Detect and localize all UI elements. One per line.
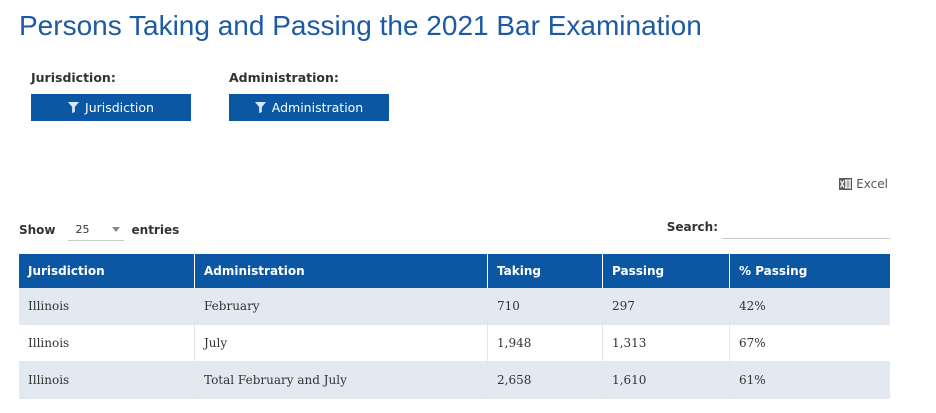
cell-jurisdiction: Illinois bbox=[19, 288, 195, 325]
cell-jurisdiction: Illinois bbox=[19, 324, 195, 362]
results-table: Jurisdiction Administration Taking Passi… bbox=[19, 254, 890, 399]
column-header-administration[interactable]: Administration bbox=[194, 254, 488, 288]
jurisdiction-filter-button[interactable]: Jurisdiction bbox=[31, 94, 191, 121]
cell-administration: July bbox=[194, 324, 488, 362]
search-label: Search: bbox=[666, 219, 718, 234]
column-header-taking[interactable]: Taking bbox=[487, 254, 603, 288]
entries-per-page-value: 25 bbox=[75, 222, 90, 236]
filter-icon bbox=[68, 102, 80, 113]
cell-percent-passing: 67% bbox=[729, 324, 890, 362]
administration-filter-label: Administration: bbox=[229, 70, 339, 85]
cell-percent-passing: 61% bbox=[729, 361, 890, 399]
table-row: Illinois Total February and July 2,658 1… bbox=[19, 361, 890, 399]
column-header-passing[interactable]: Passing bbox=[602, 254, 730, 288]
table-header-row: Jurisdiction Administration Taking Passi… bbox=[19, 254, 890, 288]
table-row: Illinois February 710 297 42% bbox=[19, 288, 890, 325]
length-control: Show 25 entries bbox=[19, 218, 179, 241]
cell-taking: 1,948 bbox=[487, 324, 603, 362]
cell-passing: 1,610 bbox=[602, 361, 730, 399]
entries-per-page-select[interactable]: 25 bbox=[67, 218, 124, 241]
page-title: Persons Taking and Passing the 2021 Bar … bbox=[19, 10, 702, 41]
cell-percent-passing: 42% bbox=[729, 288, 890, 325]
administration-filter-button[interactable]: Administration bbox=[229, 94, 389, 121]
cell-taking: 710 bbox=[487, 288, 603, 325]
cell-administration: Total February and July bbox=[194, 361, 488, 399]
cell-passing: 297 bbox=[602, 288, 730, 325]
administration-filter-button-label: Administration bbox=[271, 100, 364, 115]
excel-icon bbox=[839, 178, 853, 190]
excel-export-label: Excel bbox=[856, 177, 888, 191]
filter-icon bbox=[254, 102, 266, 113]
cell-passing: 1,313 bbox=[602, 324, 730, 362]
chevron-down-icon bbox=[111, 226, 120, 232]
search-control: Search: bbox=[667, 214, 890, 239]
column-header-jurisdiction[interactable]: Jurisdiction bbox=[19, 254, 195, 288]
cell-administration: February bbox=[194, 288, 488, 325]
entries-label: entries bbox=[131, 222, 180, 237]
column-header-percent-passing[interactable]: % Passing bbox=[729, 254, 890, 288]
cell-taking: 2,658 bbox=[487, 361, 603, 399]
excel-export-button[interactable]: Excel bbox=[839, 177, 888, 191]
cell-jurisdiction: Illinois bbox=[19, 361, 195, 399]
show-label: Show bbox=[19, 222, 56, 237]
search-input[interactable] bbox=[722, 214, 890, 239]
jurisdiction-filter-label: Jurisdiction: bbox=[31, 70, 116, 85]
table-row: Illinois July 1,948 1,313 67% bbox=[19, 324, 890, 362]
jurisdiction-filter-button-label: Jurisdiction bbox=[85, 100, 154, 115]
